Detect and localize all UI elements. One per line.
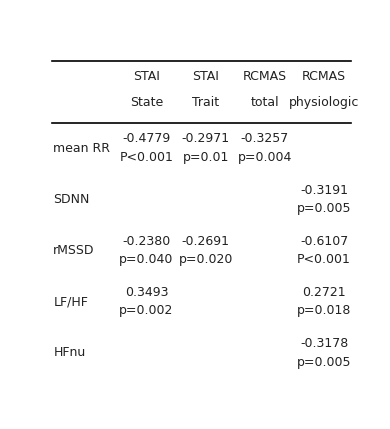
Text: P<0.001: P<0.001	[297, 253, 351, 266]
Text: -0.2691: -0.2691	[182, 235, 230, 248]
Text: p=0.018: p=0.018	[297, 305, 351, 317]
Text: 0.3493: 0.3493	[125, 286, 168, 299]
Text: RCMAS: RCMAS	[243, 70, 287, 83]
Text: -0.2380: -0.2380	[122, 235, 170, 248]
Text: mean RR: mean RR	[53, 142, 110, 154]
Text: p=0.004: p=0.004	[238, 151, 292, 164]
Text: p=0.01: p=0.01	[183, 151, 229, 164]
Text: -0.6107: -0.6107	[300, 235, 348, 248]
Text: State: State	[130, 96, 163, 109]
Text: -0.3178: -0.3178	[300, 337, 348, 350]
Text: SDNN: SDNN	[53, 193, 90, 206]
Text: -0.2971: -0.2971	[182, 133, 230, 145]
Text: STAI: STAI	[133, 70, 160, 83]
Text: STAI: STAI	[192, 70, 219, 83]
Text: 0.2721: 0.2721	[302, 286, 346, 299]
Text: LF/HF: LF/HF	[53, 295, 88, 308]
Text: p=0.005: p=0.005	[297, 202, 351, 215]
Text: Trait: Trait	[192, 96, 219, 109]
Text: rMSSD: rMSSD	[53, 244, 95, 257]
Text: HFnu: HFnu	[53, 346, 85, 360]
Text: p=0.002: p=0.002	[119, 305, 174, 317]
Text: p=0.005: p=0.005	[297, 356, 351, 369]
Text: -0.3257: -0.3257	[241, 133, 289, 145]
Text: -0.3191: -0.3191	[300, 184, 348, 196]
Text: P<0.001: P<0.001	[119, 151, 173, 164]
Text: total: total	[250, 96, 279, 109]
Text: p=0.040: p=0.040	[119, 253, 174, 266]
Text: -0.4779: -0.4779	[122, 133, 170, 145]
Text: RCMAS: RCMAS	[302, 70, 346, 83]
Text: p=0.020: p=0.020	[179, 253, 233, 266]
Text: physiologic: physiologic	[289, 96, 359, 109]
